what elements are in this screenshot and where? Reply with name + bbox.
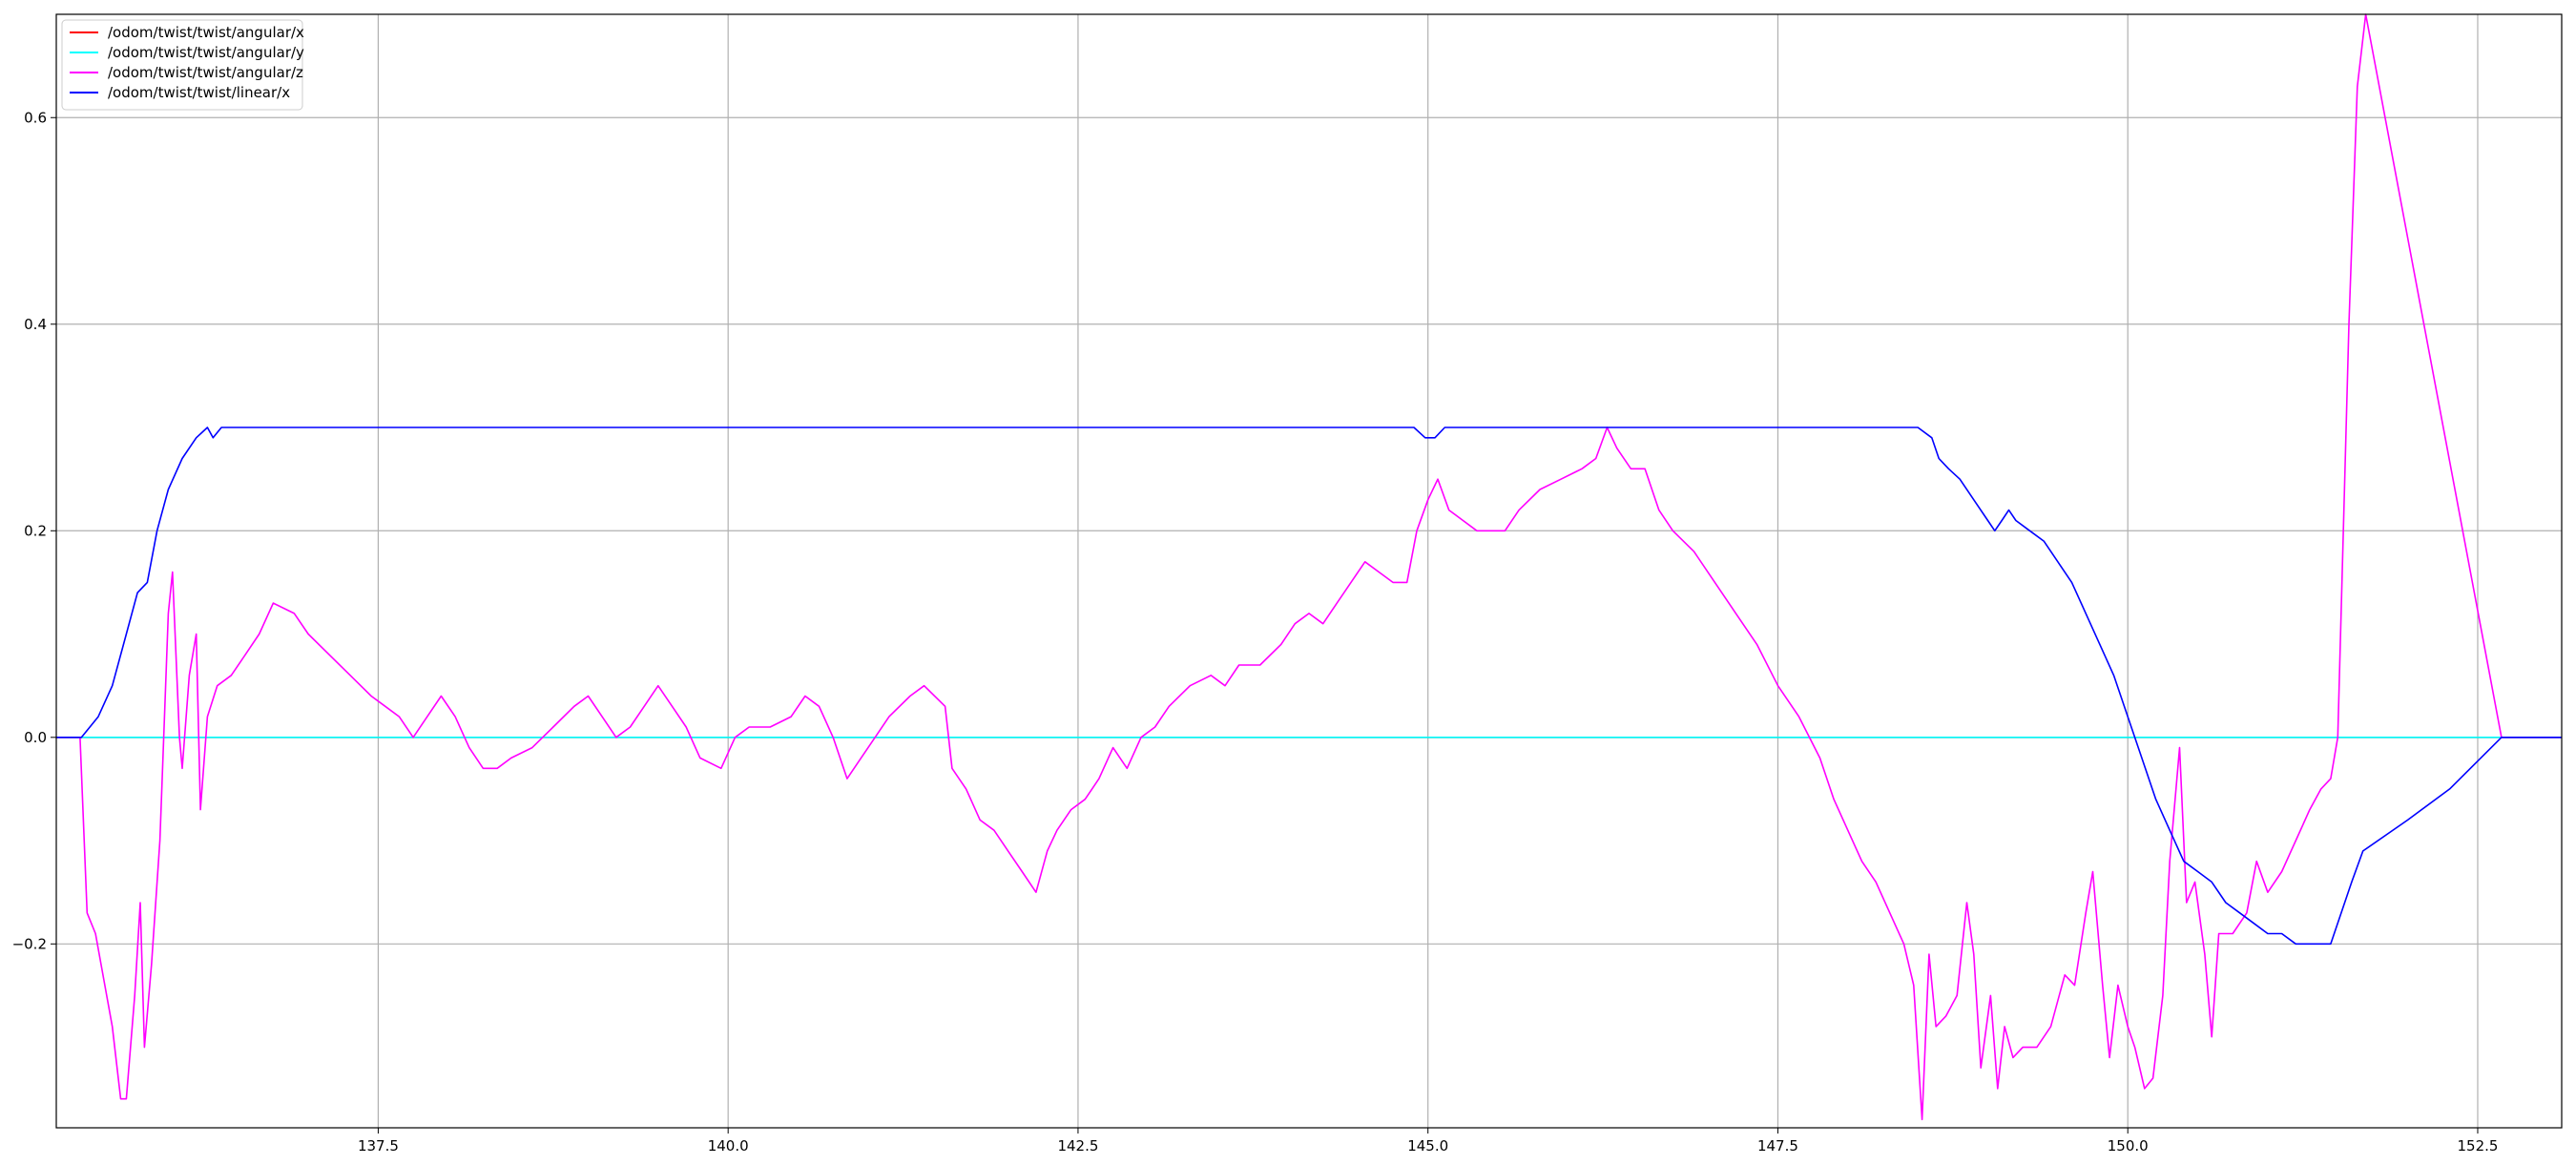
series-line-3 [56, 426, 2562, 946]
legend-box [61, 19, 303, 111]
y-tick-label: 0.6 [24, 109, 47, 126]
legend-label: /odom/twist/twist/linear/x [108, 84, 290, 101]
x-tick-label: 142.5 [1057, 1137, 1098, 1155]
x-axis-ticks: 137.5 140.0 142.5 145.0 147.5 150.0 152.5 [358, 1128, 2499, 1155]
y-axis-ticks: −0.2 0.0 0.2 0.4 0.6 [12, 109, 56, 952]
series-lines [56, 13, 2562, 1121]
x-tick-label: 147.5 [1757, 1137, 1798, 1155]
y-tick-label: 0.0 [24, 729, 47, 746]
legend-label: /odom/twist/twist/angular/y [108, 44, 304, 61]
plot-area [56, 14, 2562, 1128]
x-tick-label: 140.0 [708, 1137, 749, 1155]
legend-label: /odom/twist/twist/angular/z [108, 64, 303, 81]
plot-frame [55, 13, 2563, 1129]
legend-label: /odom/twist/twist/angular/x [108, 24, 304, 41]
x-tick-label: 137.5 [358, 1137, 399, 1155]
y-tick-label: 0.2 [24, 522, 47, 539]
series-line-2 [56, 13, 2562, 1121]
y-tick-label: 0.4 [24, 316, 47, 333]
legend: /odom/twist/twist/angular/x/odom/twist/t… [61, 19, 304, 111]
x-tick-label: 150.0 [2108, 1137, 2149, 1155]
x-tick-label: 152.5 [2458, 1137, 2499, 1155]
x-tick-label: 145.0 [1407, 1137, 1448, 1155]
y-tick-label: −0.2 [12, 935, 47, 952]
